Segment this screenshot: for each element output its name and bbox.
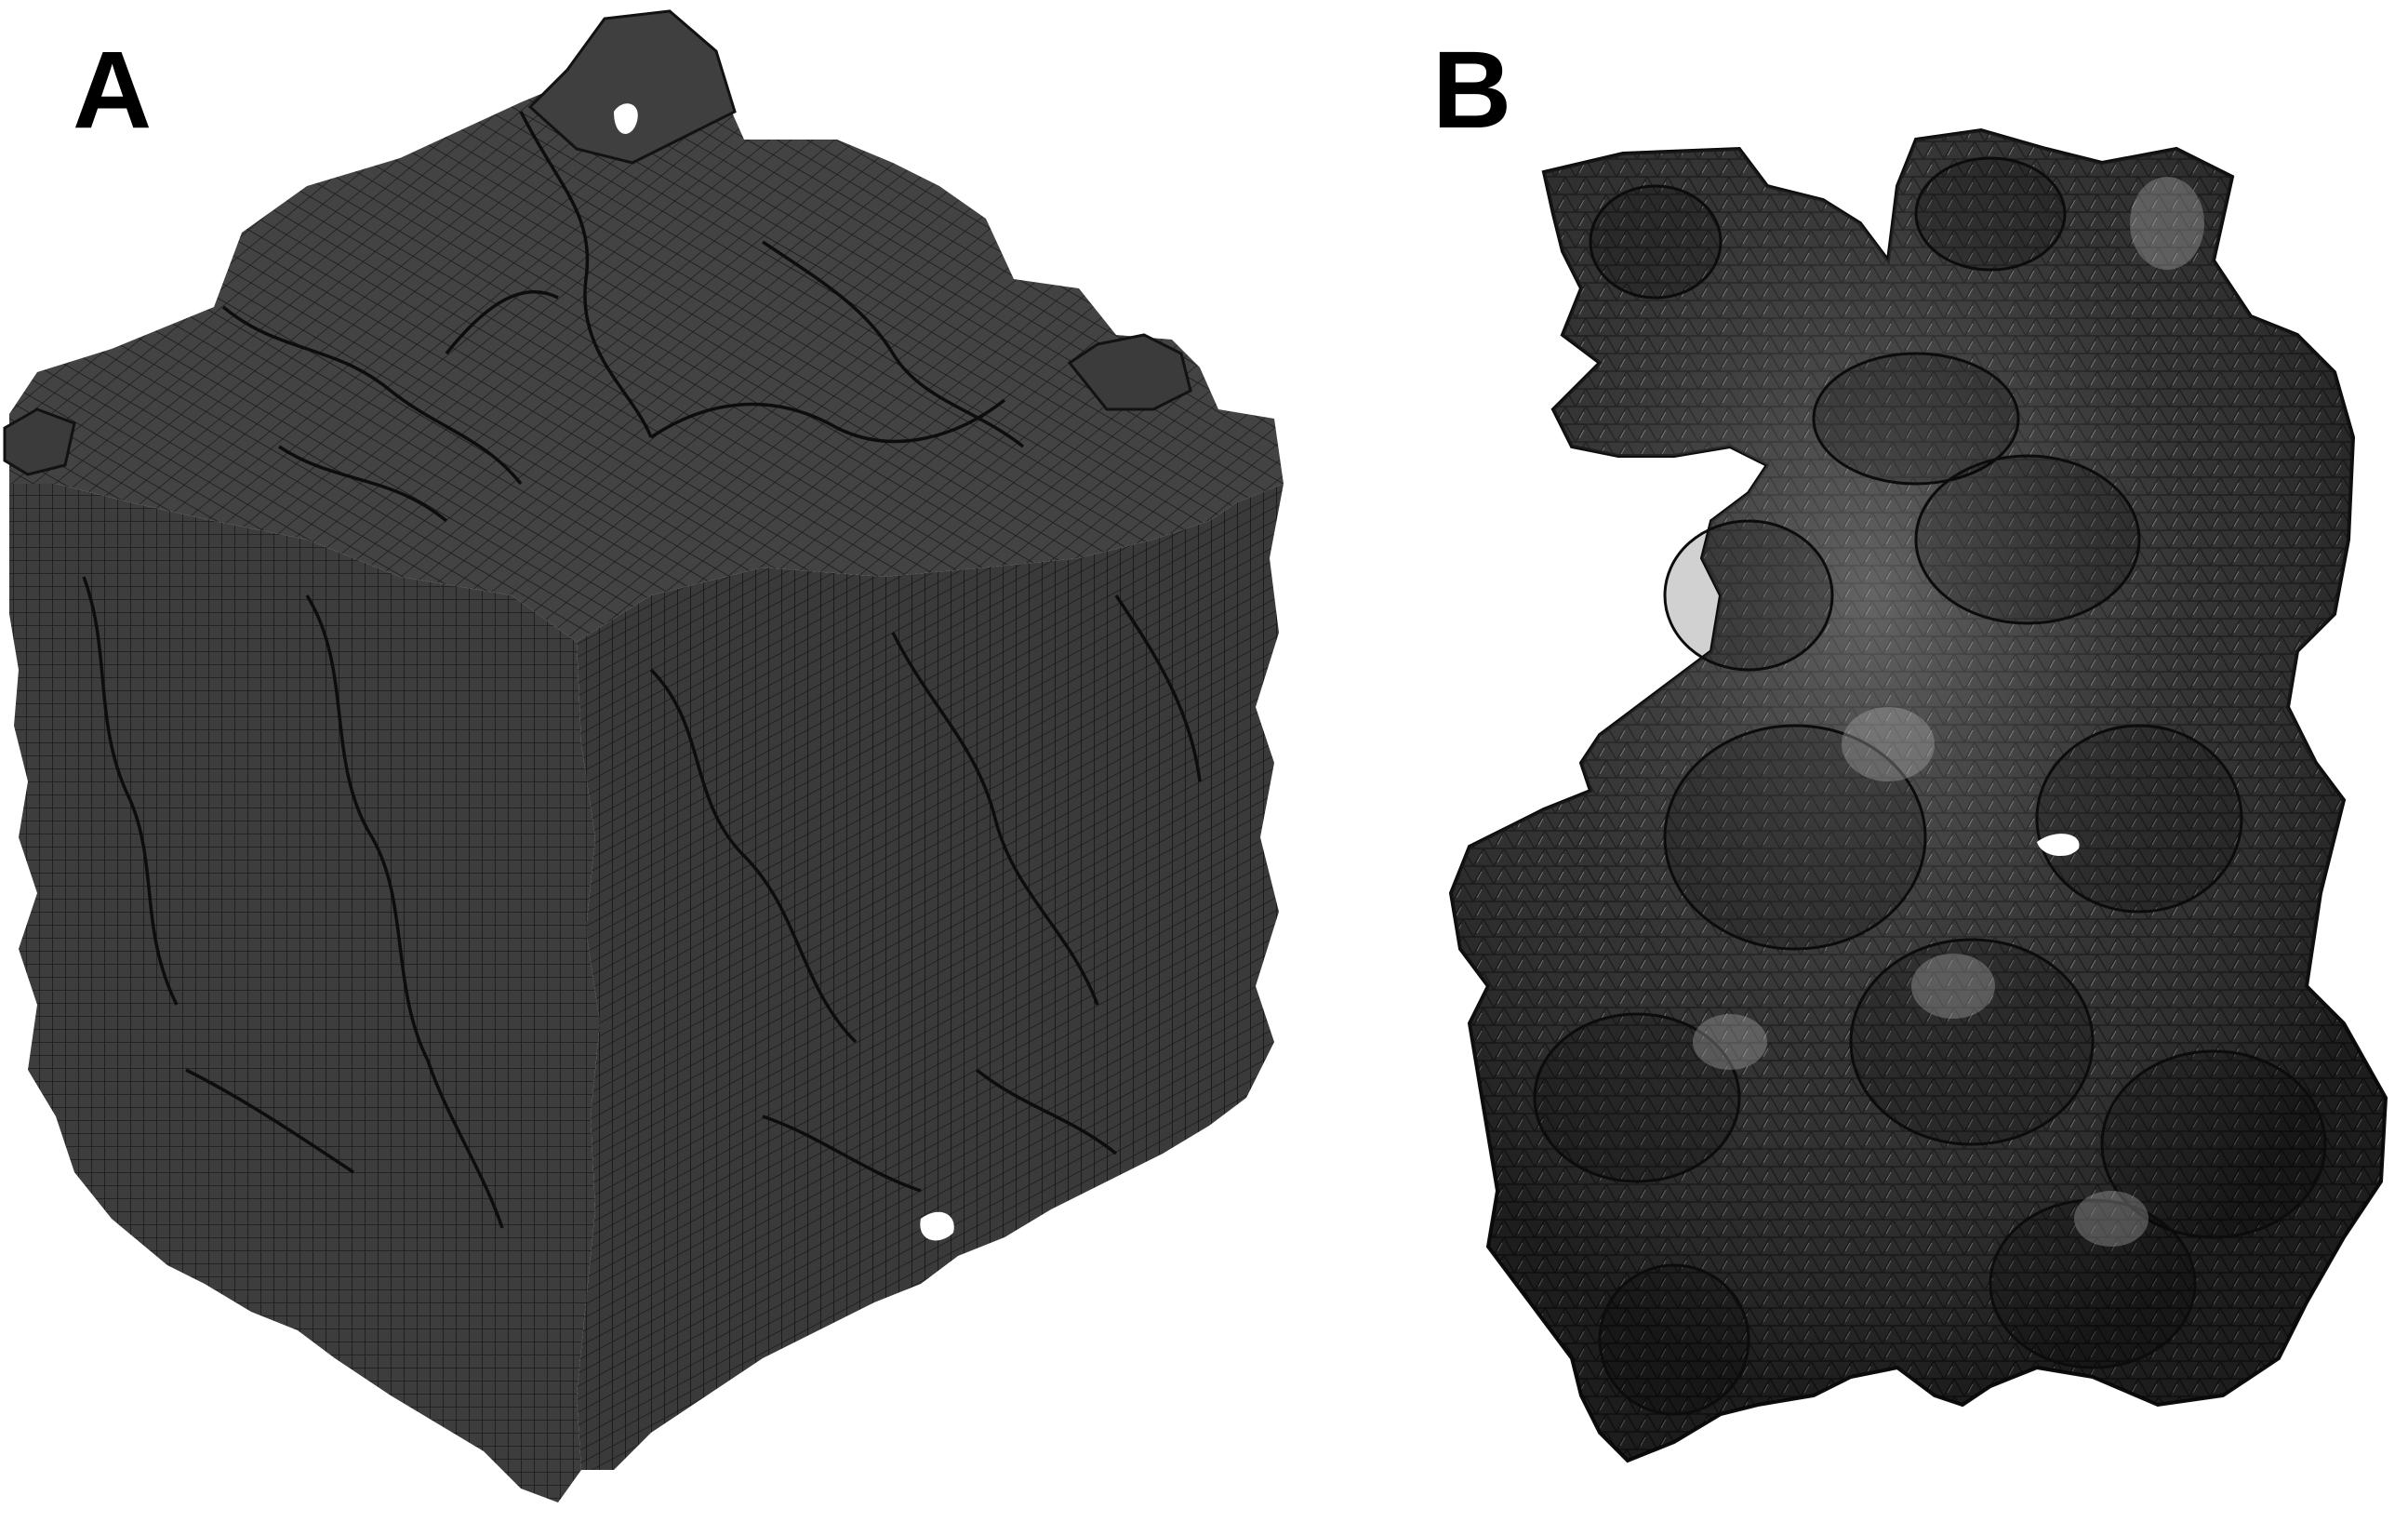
- structure-shading: [1451, 130, 2386, 1461]
- panel-a-mesh-cube: [3, 9, 1288, 1502]
- cube-pore-top: [614, 103, 638, 134]
- cube-pore-notch: [1246, 1088, 1288, 1154]
- structure-pore: [2037, 834, 2080, 857]
- panel-b-mesh-structure: [1448, 127, 2388, 1463]
- cube-bump-left: [3, 407, 76, 476]
- structure-highlights: [1693, 177, 2204, 1247]
- cube-pore-right: [920, 1211, 954, 1241]
- cube-top-face: [9, 14, 1284, 642]
- structure-grains: [1533, 156, 2327, 1416]
- panel-label-b: B: [1432, 29, 1512, 152]
- grain-boundaries: [82, 111, 1202, 1229]
- cube-bump-top: [527, 9, 737, 165]
- cube-left-face: [9, 484, 600, 1502]
- cube-bump-right: [1067, 333, 1192, 411]
- cube-right-face: [577, 484, 1284, 1470]
- panel-label-a: A: [73, 29, 153, 152]
